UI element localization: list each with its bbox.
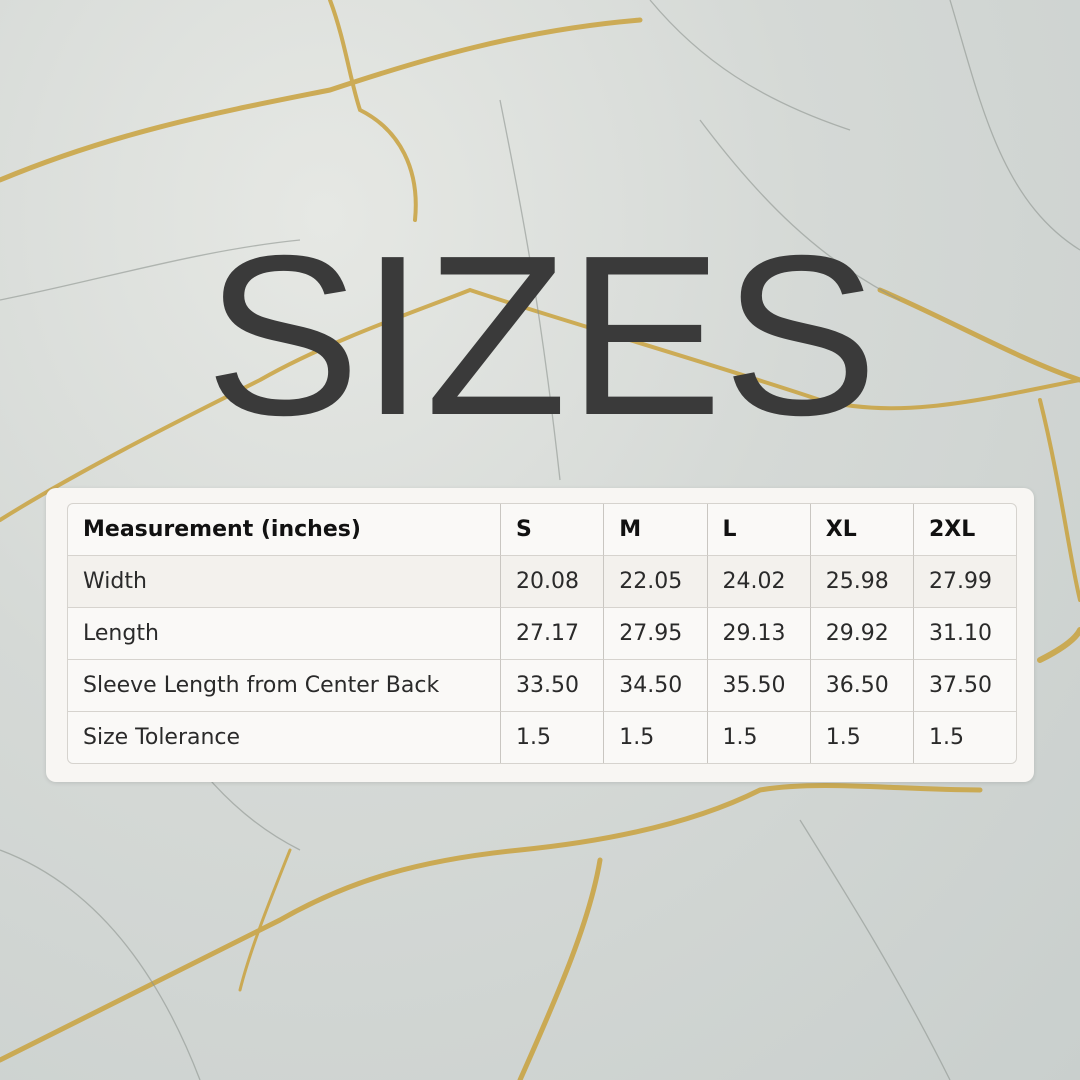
table-row: Length 27.17 27.95 29.13 29.92 31.10 (68, 608, 1016, 660)
table-cell: 33.50 (501, 660, 605, 712)
table-cell: 1.5 (501, 712, 605, 763)
table-row: Width 20.08 22.05 24.02 25.98 27.99 (68, 556, 1016, 608)
header-cell: 2XL (914, 504, 1016, 556)
table-cell: 29.13 (707, 608, 811, 660)
table-cell: 22.05 (604, 556, 708, 608)
row-label: Size Tolerance (68, 712, 501, 763)
page-title: SIZES (205, 230, 878, 430)
header-cell: M (604, 504, 708, 556)
row-label: Width (68, 556, 501, 608)
table-cell: 27.17 (501, 608, 605, 660)
table-row: Sleeve Length from Center Back 33.50 34.… (68, 660, 1016, 712)
row-label: Length (68, 608, 501, 660)
header-cell: XL (810, 504, 914, 556)
title-text: SIZES (205, 230, 878, 430)
table-cell: 1.5 (929, 725, 964, 750)
table-cell: 27.95 (604, 608, 708, 660)
header-cell: Measurement (inches) (68, 504, 501, 556)
row-label: Sleeve Length from Center Back (68, 660, 501, 712)
table-cell: 1.5 (811, 712, 914, 763)
size-chart-card: Measurement (inches) S M L XL 2XL Width … (46, 488, 1034, 782)
table-cell: 35.50 (707, 660, 811, 712)
table-cell: 37.50 (914, 660, 1016, 712)
table-cell: 1.5 (604, 712, 708, 763)
table-cell: 31.10 (914, 608, 1016, 660)
header-cell: L (707, 504, 811, 556)
table-cell: 20.08 (501, 556, 605, 608)
size-chart-table: Measurement (inches) S M L XL 2XL Width … (67, 503, 1017, 764)
table-cell: 25.98 (810, 556, 914, 608)
table-cell: 29.92 (810, 608, 914, 660)
table-cell: 34.50 (604, 660, 708, 712)
table-header-row: Measurement (inches) S M L XL 2XL (68, 504, 1016, 556)
table-cell: 24.02 (707, 556, 811, 608)
header-cell: S (501, 504, 605, 556)
table-cell: 36.50 (810, 660, 914, 712)
table-row: Size Tolerance 1.5 1.5 1.5 1.5 1.5 (68, 712, 1016, 763)
table-cell: 1.5 (708, 712, 811, 763)
table-cell: 27.99 (914, 556, 1016, 608)
